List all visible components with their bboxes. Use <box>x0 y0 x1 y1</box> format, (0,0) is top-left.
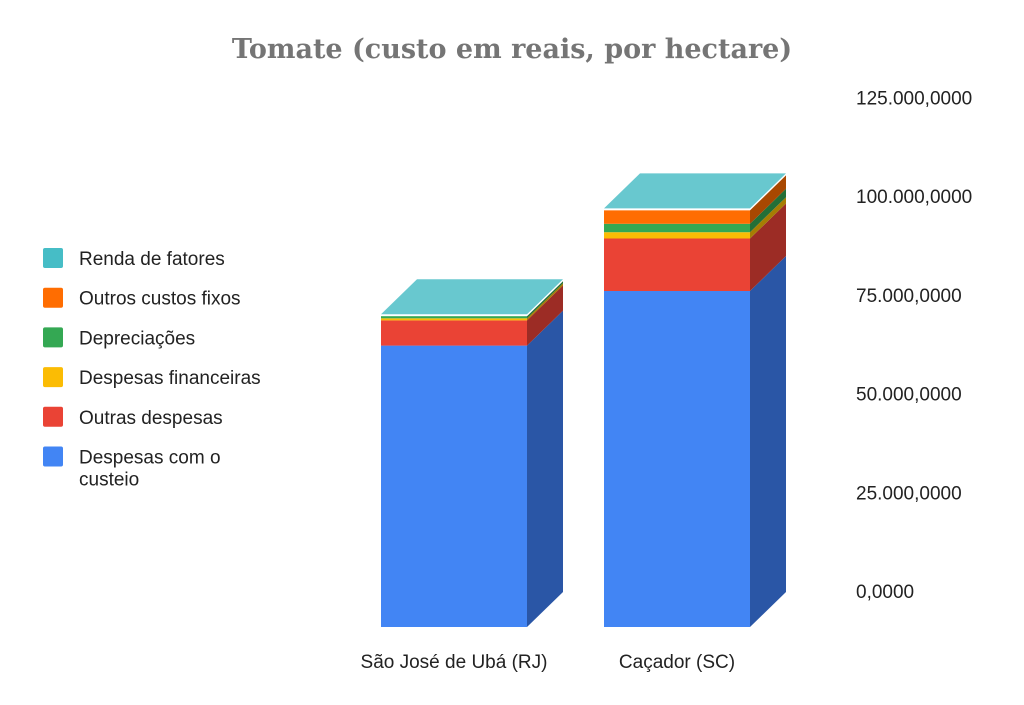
y-tick-label: 100.000,0000 <box>856 187 972 208</box>
bar-segment-side <box>527 283 563 321</box>
bar-top-face <box>381 279 563 315</box>
legend-label: Outras despesas <box>79 408 223 429</box>
bar-segment <box>381 316 527 319</box>
bar-segment-side <box>750 203 786 291</box>
legend-item: Despesas com o custeio <box>43 446 221 491</box>
y-tick-label: 75.000,0000 <box>856 286 962 307</box>
legend-label: Renda de fatores <box>79 249 225 270</box>
legend-label: Despesas financeiras <box>79 368 261 389</box>
bar-segment-side <box>750 188 786 233</box>
category-labels: São José de Ubá (RJ) Caçador (SC) <box>361 652 736 673</box>
y-tick-label: 50.000,0000 <box>856 385 962 406</box>
legend: Renda de fatores Outros custos fixos Depre… <box>43 248 261 491</box>
bar-segment-side <box>527 310 563 627</box>
y-axis-ticks: 0,0000 25.000,0000 50.000,0000 75.000,0000 1… <box>856 89 972 604</box>
bar-segment <box>604 223 750 233</box>
bar-segment-side <box>750 197 786 239</box>
bar-segment <box>381 345 527 627</box>
legend-swatch <box>43 287 63 308</box>
legend-label: Depreciações <box>79 328 195 349</box>
bar-segment-side <box>750 256 786 627</box>
x-tick-label: São José de Ubá (RJ) <box>361 652 548 673</box>
bar-top-face <box>604 173 786 209</box>
y-tick-label: 0,0000 <box>856 582 914 603</box>
x-tick-label: Caçador (SC) <box>619 652 735 673</box>
legend-label: Despesas com o custeio <box>79 448 221 491</box>
legend-swatch <box>43 248 63 268</box>
bar-stack <box>604 173 786 627</box>
bar-segment-side <box>527 285 563 346</box>
legend-swatch <box>43 446 63 467</box>
legend-label: Outros custos fixos <box>79 289 241 310</box>
bar-segment <box>381 318 527 321</box>
chart-title: Tomate (custo em reais, por hectare) <box>232 34 792 65</box>
bar-stack <box>381 279 563 627</box>
bar-segment <box>604 232 750 239</box>
bar-segment-side <box>527 281 563 319</box>
legend-swatch <box>43 367 63 388</box>
y-tick-label: 25.000,0000 <box>856 483 962 504</box>
bar-segment-side <box>750 175 786 224</box>
bar-segment <box>604 291 750 627</box>
legend-item: Outros custos fixos <box>43 287 241 310</box>
legend-swatch <box>43 327 63 348</box>
legend-item: Despesas financeiras <box>43 367 261 389</box>
bar-segment <box>381 320 527 346</box>
legend-swatch <box>43 406 63 427</box>
legend-item: Renda de fatores <box>43 248 225 270</box>
bar-segment <box>604 210 750 224</box>
bar-segment <box>604 238 750 291</box>
legend-item: Depreciações <box>43 327 195 349</box>
bars <box>381 173 786 627</box>
legend-item: Outras despesas <box>43 406 223 429</box>
y-tick-label: 125.000,0000 <box>856 89 972 110</box>
